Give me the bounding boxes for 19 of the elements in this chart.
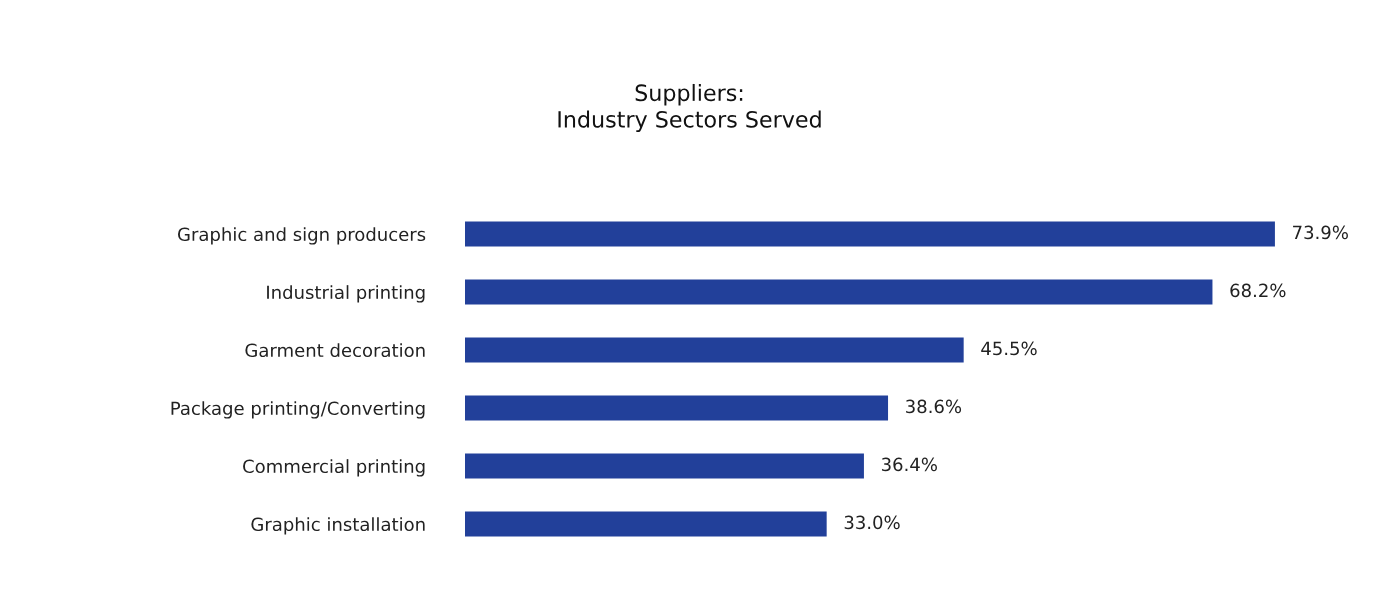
chart-title: Suppliers: Industry Sectors Served <box>558 83 821 133</box>
bar <box>465 453 864 479</box>
y-tick-label: Graphic and sign producers <box>177 227 426 245</box>
bar <box>465 279 1213 305</box>
y-tick-label: Commercial printing <box>243 459 425 477</box>
bar <box>465 395 889 421</box>
y-tick-label: Industrial printing <box>267 285 425 303</box>
bar <box>465 221 1275 247</box>
data-label: 38.6% <box>906 399 962 414</box>
bar <box>465 337 964 363</box>
data-label: 36.4% <box>881 457 937 472</box>
data-label: 68.2% <box>1230 283 1286 298</box>
data-label: 73.9% <box>1293 225 1348 240</box>
y-tick-label: Package printing/Converting <box>171 401 425 419</box>
y-tick-label: Garment decoration <box>245 343 425 358</box>
y-tick-label: Graphic installation <box>251 517 425 535</box>
data-label: 45.5% <box>981 341 1037 356</box>
data-label: 33.0% <box>844 515 900 530</box>
bar <box>465 511 827 537</box>
